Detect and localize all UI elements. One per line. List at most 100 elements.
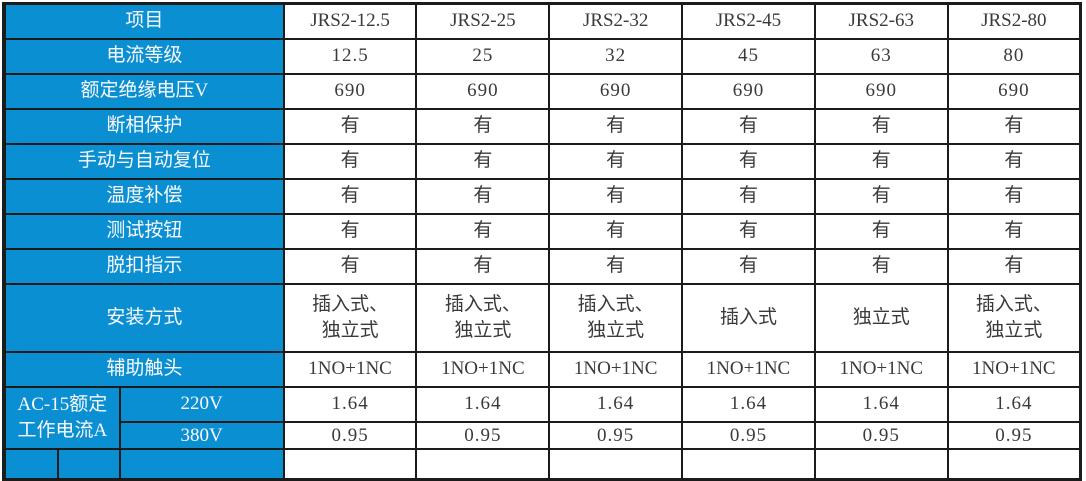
value-cell: 690 <box>282 72 418 110</box>
partial-blue-cell <box>118 448 285 481</box>
partial-white-cell <box>681 448 816 481</box>
row-partial-cutoff <box>2 448 1082 481</box>
model-header-jrs2-45: JRS2-45 <box>681 2 816 40</box>
value-cell: 690 <box>813 72 949 110</box>
value-cell: 有 <box>681 142 816 180</box>
model-header-jrs2-63: JRS2-63 <box>813 2 949 40</box>
value-cell: 有 <box>813 142 949 180</box>
row-manual-auto-reset: 手动与自动复位 有 有 有 有 有 有 <box>3 142 1082 180</box>
value-cell: 插入式、 独立式 <box>282 282 418 353</box>
partial-white-cell <box>415 448 551 481</box>
row-phase-failure-protection: 断相保护 有 有 有 有 有 有 <box>3 107 1082 145</box>
value-cell: 1NO+1NC <box>813 350 949 388</box>
value-cell: 有 <box>415 212 551 250</box>
value-cell: 1NO+1NC <box>548 350 684 388</box>
value-cell: 1.64 <box>681 385 816 423</box>
value-cell: 690 <box>415 72 551 110</box>
row-label-current-rating: 电流等级 <box>3 37 285 75</box>
row-label-test-button: 测试按钮 <box>3 212 285 250</box>
value-cell: 0.95 <box>415 420 551 451</box>
value-cell: 0.95 <box>548 420 684 451</box>
partial-blue-cell <box>57 448 121 481</box>
row-trip-indicator: 脱扣指示 有 有 有 有 有 有 <box>3 247 1082 285</box>
value-cell: 有 <box>946 212 1082 250</box>
row-test-button: 测试按钮 有 有 有 有 有 有 <box>3 212 1082 250</box>
value-cell: 插入式、 独立式 <box>946 282 1082 353</box>
value-cell: 63 <box>813 37 949 75</box>
value-cell: 1NO+1NC <box>282 350 418 388</box>
row-temperature-compensation: 温度补偿 有 有 有 有 有 有 <box>3 177 1082 215</box>
model-header-jrs2-12-5: JRS2-12.5 <box>282 2 418 40</box>
partial-white-cell <box>282 448 418 481</box>
value-cell: 1.64 <box>415 385 551 423</box>
row-label-trip-indicator: 脱扣指示 <box>3 247 285 285</box>
value-cell: 有 <box>681 247 816 285</box>
row-label-temperature-compensation: 温度补偿 <box>3 177 285 215</box>
value-cell: 有 <box>282 107 418 145</box>
value-cell: 有 <box>282 177 418 215</box>
value-cell: 32 <box>548 37 684 75</box>
partial-white-cell <box>813 448 949 481</box>
value-cell: 插入式、 独立式 <box>415 282 551 353</box>
value-cell: 0.95 <box>282 420 418 451</box>
value-cell: 1.64 <box>282 385 418 423</box>
value-cell: 有 <box>946 142 1082 180</box>
value-cell: 0.95 <box>946 420 1082 451</box>
value-cell: 有 <box>946 107 1082 145</box>
value-cell: 1.64 <box>946 385 1082 423</box>
value-cell: 有 <box>548 247 684 285</box>
value-cell: 690 <box>548 72 684 110</box>
row-label-phase-failure-protection: 断相保护 <box>3 107 285 145</box>
value-cell: 插入式 <box>681 282 816 353</box>
value-cell: 1NO+1NC <box>681 350 816 388</box>
row-label-insulation-voltage: 额定绝缘电压V <box>3 72 285 110</box>
value-cell: 1NO+1NC <box>415 350 551 388</box>
partial-white-cell <box>548 448 684 481</box>
value-cell: 有 <box>415 142 551 180</box>
value-cell: 有 <box>415 107 551 145</box>
value-cell: 1.64 <box>813 385 949 423</box>
value-cell: 45 <box>681 37 816 75</box>
value-cell: 有 <box>946 177 1082 215</box>
value-cell: 独立式 <box>813 282 949 353</box>
value-cell: 有 <box>681 177 816 215</box>
model-header-jrs2-32: JRS2-32 <box>548 2 684 40</box>
partial-white-cell <box>946 448 1082 481</box>
value-cell: 有 <box>681 107 816 145</box>
value-cell: 80 <box>946 37 1082 75</box>
value-cell: 有 <box>282 212 418 250</box>
value-cell: 0.95 <box>681 420 816 451</box>
value-cell: 1.64 <box>548 385 684 423</box>
value-cell: 有 <box>548 177 684 215</box>
voltage-cell-380v: 380V <box>118 420 285 451</box>
value-cell: 有 <box>813 212 949 250</box>
value-cell: 有 <box>946 247 1082 285</box>
value-cell: 有 <box>548 142 684 180</box>
value-cell: 12.5 <box>282 37 418 75</box>
header-row: 项目 JRS2-12.5 JRS2-25 JRS2-32 JRS2-45 JRS… <box>3 2 1082 40</box>
row-mounting-type: 安装方式 插入式、 独立式 插入式、 独立式 插入式、 独立式 插入式 独立式 … <box>3 282 1082 353</box>
partial-blue-cell <box>2 448 60 481</box>
row-auxiliary-contacts: 辅助触头 1NO+1NC 1NO+1NC 1NO+1NC 1NO+1NC 1NO… <box>3 350 1082 388</box>
value-cell: 有 <box>548 107 684 145</box>
value-cell: 1NO+1NC <box>946 350 1082 388</box>
ac15-label-cell: AC-15额定 工作电流A <box>3 385 121 451</box>
row-label-manual-auto-reset: 手动与自动复位 <box>3 142 285 180</box>
voltage-cell-220v: 220V <box>118 385 285 423</box>
value-cell: 插入式、 独立式 <box>548 282 684 353</box>
value-cell: 有 <box>681 212 816 250</box>
value-cell: 有 <box>282 247 418 285</box>
row-label-mounting-type: 安装方式 <box>3 282 285 353</box>
value-cell: 有 <box>282 142 418 180</box>
value-cell: 25 <box>415 37 551 75</box>
model-header-jrs2-80: JRS2-80 <box>946 2 1082 40</box>
value-cell: 有 <box>548 212 684 250</box>
value-cell: 690 <box>946 72 1082 110</box>
value-cell: 有 <box>813 177 949 215</box>
row-label-auxiliary-contacts: 辅助触头 <box>3 350 285 388</box>
value-cell: 有 <box>415 177 551 215</box>
row-ac15-220v: AC-15额定 工作电流A 220V 1.64 1.64 1.64 1.64 1… <box>3 385 1082 451</box>
value-cell: 0.95 <box>813 420 949 451</box>
row-current-rating: 电流等级 12.5 25 32 45 63 80 <box>3 37 1082 75</box>
